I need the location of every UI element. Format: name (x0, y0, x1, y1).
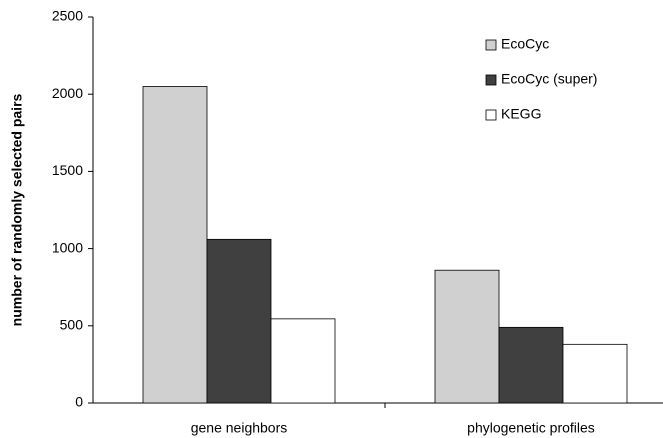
y-tick-label: 1000 (52, 239, 83, 255)
y-tick-label: 1500 (52, 162, 83, 178)
bar (142, 86, 208, 404)
legend-swatch (485, 109, 497, 121)
x-tick-label: phylogenetic profiles (467, 420, 595, 436)
x-tick-label: gene neighbors (191, 420, 288, 436)
legend-label: KEGG (501, 106, 541, 122)
y-axis-label: number of randomly selected pairs (9, 93, 25, 326)
bar (498, 326, 564, 404)
y-tick-label: 500 (60, 317, 84, 333)
bar (270, 318, 336, 404)
bar (434, 269, 500, 404)
y-tick-label: 2500 (52, 8, 83, 24)
legend-label: EcoCyc (super) (501, 71, 597, 87)
y-tick-label: 0 (75, 394, 83, 410)
legend-swatch (485, 74, 497, 86)
legend-label: EcoCyc (501, 36, 549, 52)
bar (206, 238, 272, 404)
bar (562, 343, 628, 404)
legend-swatch (485, 39, 497, 51)
y-tick-label: 2000 (52, 85, 83, 101)
